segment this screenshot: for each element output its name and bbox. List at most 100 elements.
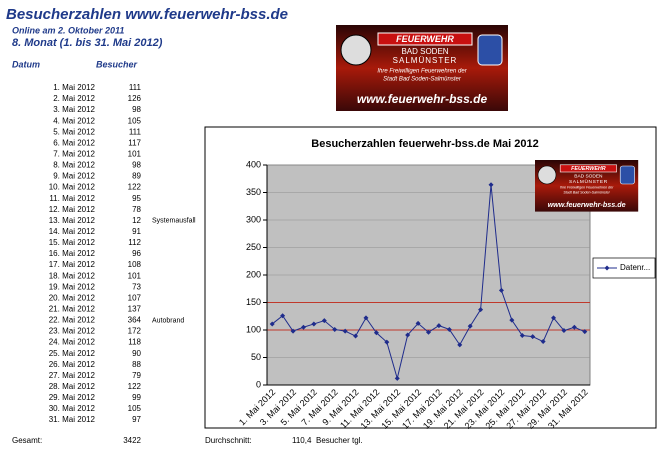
visitors: 98 [132,161,141,170]
column-header: Besucher [96,59,138,69]
date: 10. Mai 2012 [49,183,96,192]
legend-marker [604,265,610,271]
data-point [415,320,421,326]
data-point [571,324,577,330]
data-point [551,315,557,321]
date: 18. Mai 2012 [49,271,96,280]
date: 12. Mai 2012 [49,205,96,214]
y-tick-label: 100 [246,324,261,334]
data-point [561,328,567,334]
data-point [530,334,536,340]
date: 28. Mai 2012 [49,382,96,391]
logo-tagline: Ihre Freiwilligen Feuerwehren der [560,186,614,190]
date: 21. Mai 2012 [49,305,96,314]
date: 4. Mai 2012 [53,116,95,125]
visitors: 99 [132,393,141,402]
logo-tagline: Stadt Bad Soden-Salmünster [563,190,610,194]
data-point [290,328,296,334]
data-point [269,321,275,327]
data-point [363,315,369,321]
y-tick-label: 300 [246,214,261,224]
chart-title: Besucherzahlen feuerwehr-bss.de Mai 2012 [311,138,538,150]
visitors: 12 [132,216,141,225]
visitors: 108 [128,260,142,269]
y-tick-label: 150 [246,297,261,307]
visitors: 107 [128,293,142,302]
data-point [488,182,494,188]
total: 3422 [123,436,141,445]
visitors: 122 [128,183,142,192]
data-point [373,330,379,336]
title: Besucherzahlen www.feuerwehr-bss.de [6,6,288,23]
data-point [467,323,473,329]
date: 14. Mai 2012 [49,227,96,236]
y-tick-label: 200 [246,269,261,279]
date: 22. Mai 2012 [49,316,96,325]
visitors: 122 [128,382,142,391]
date: 9. Mai 2012 [53,172,95,181]
date: 20. Mai 2012 [49,293,96,302]
date: 11. Mai 2012 [49,194,95,203]
date: 16. Mai 2012 [49,249,96,258]
logo-url: www.feuerwehr-bss.de [548,200,626,209]
date: 2. Mai 2012 [53,94,95,103]
note: Autobrand [152,317,184,324]
logo-tagline: Ihre Freiwilligen Feuerwehren der [377,69,467,75]
data-point [353,333,359,339]
data-point [436,323,442,329]
logo-town: BAD SODEN [401,47,448,56]
data-point [446,326,452,332]
visitors: 101 [128,271,142,280]
visitors: 79 [132,371,141,380]
date: 13. Mai 2012 [49,216,96,225]
data-point [321,318,327,324]
data-point [457,342,463,348]
visitors: 105 [128,116,142,125]
visitors: 126 [128,94,142,103]
logo-town: SALMÜNSTER [569,178,608,185]
online-date: Online am 2. Oktober 2011 [12,25,124,35]
visitors: 95 [132,194,141,203]
legend [592,257,656,279]
data-point [478,307,484,313]
visitors: 117 [128,138,141,147]
legend-label: Datenr... [620,263,650,272]
date: 7. Mai 2012 [53,150,95,159]
date: 27. Mai 2012 [49,371,96,380]
date: 1. Mai 2012 [53,83,95,92]
data-point [519,333,525,338]
data-point [280,313,286,319]
data-point [426,329,431,335]
data-point [342,328,348,334]
date: 6. Mai 2012 [53,138,95,147]
visitors: 364 [128,316,142,325]
date: 17. Mai 2012 [49,260,96,269]
date: 5. Mai 2012 [53,127,95,136]
logo-emblem [340,34,372,66]
data-point [540,339,546,345]
visitors: 137 [128,305,142,314]
data-point [498,287,504,293]
visitors: 172 [128,327,142,336]
date: 26. Mai 2012 [49,360,96,369]
data-point [582,329,588,335]
average-unit: Besucher tgl. [316,436,363,445]
visitors: 91 [132,227,141,236]
date: 8. Mai 2012 [53,161,95,170]
data-point [509,317,515,323]
visitors: 118 [128,338,141,347]
visitors: 112 [128,238,141,247]
logo-url: www.feuerwehr-bss.de [357,92,488,106]
y-tick-label: 250 [246,242,261,252]
logo-town: SALMÜNSTER [393,56,458,65]
logo-emblem [537,165,557,185]
visitors: 73 [132,282,141,291]
note: Systemausfall [152,218,196,225]
average-label: Durchschnitt: [205,436,252,445]
date: 30. Mai 2012 [49,404,96,413]
visitors: 78 [132,205,141,214]
date: 31. Mai 2012 [49,415,96,424]
data-point [300,324,306,330]
